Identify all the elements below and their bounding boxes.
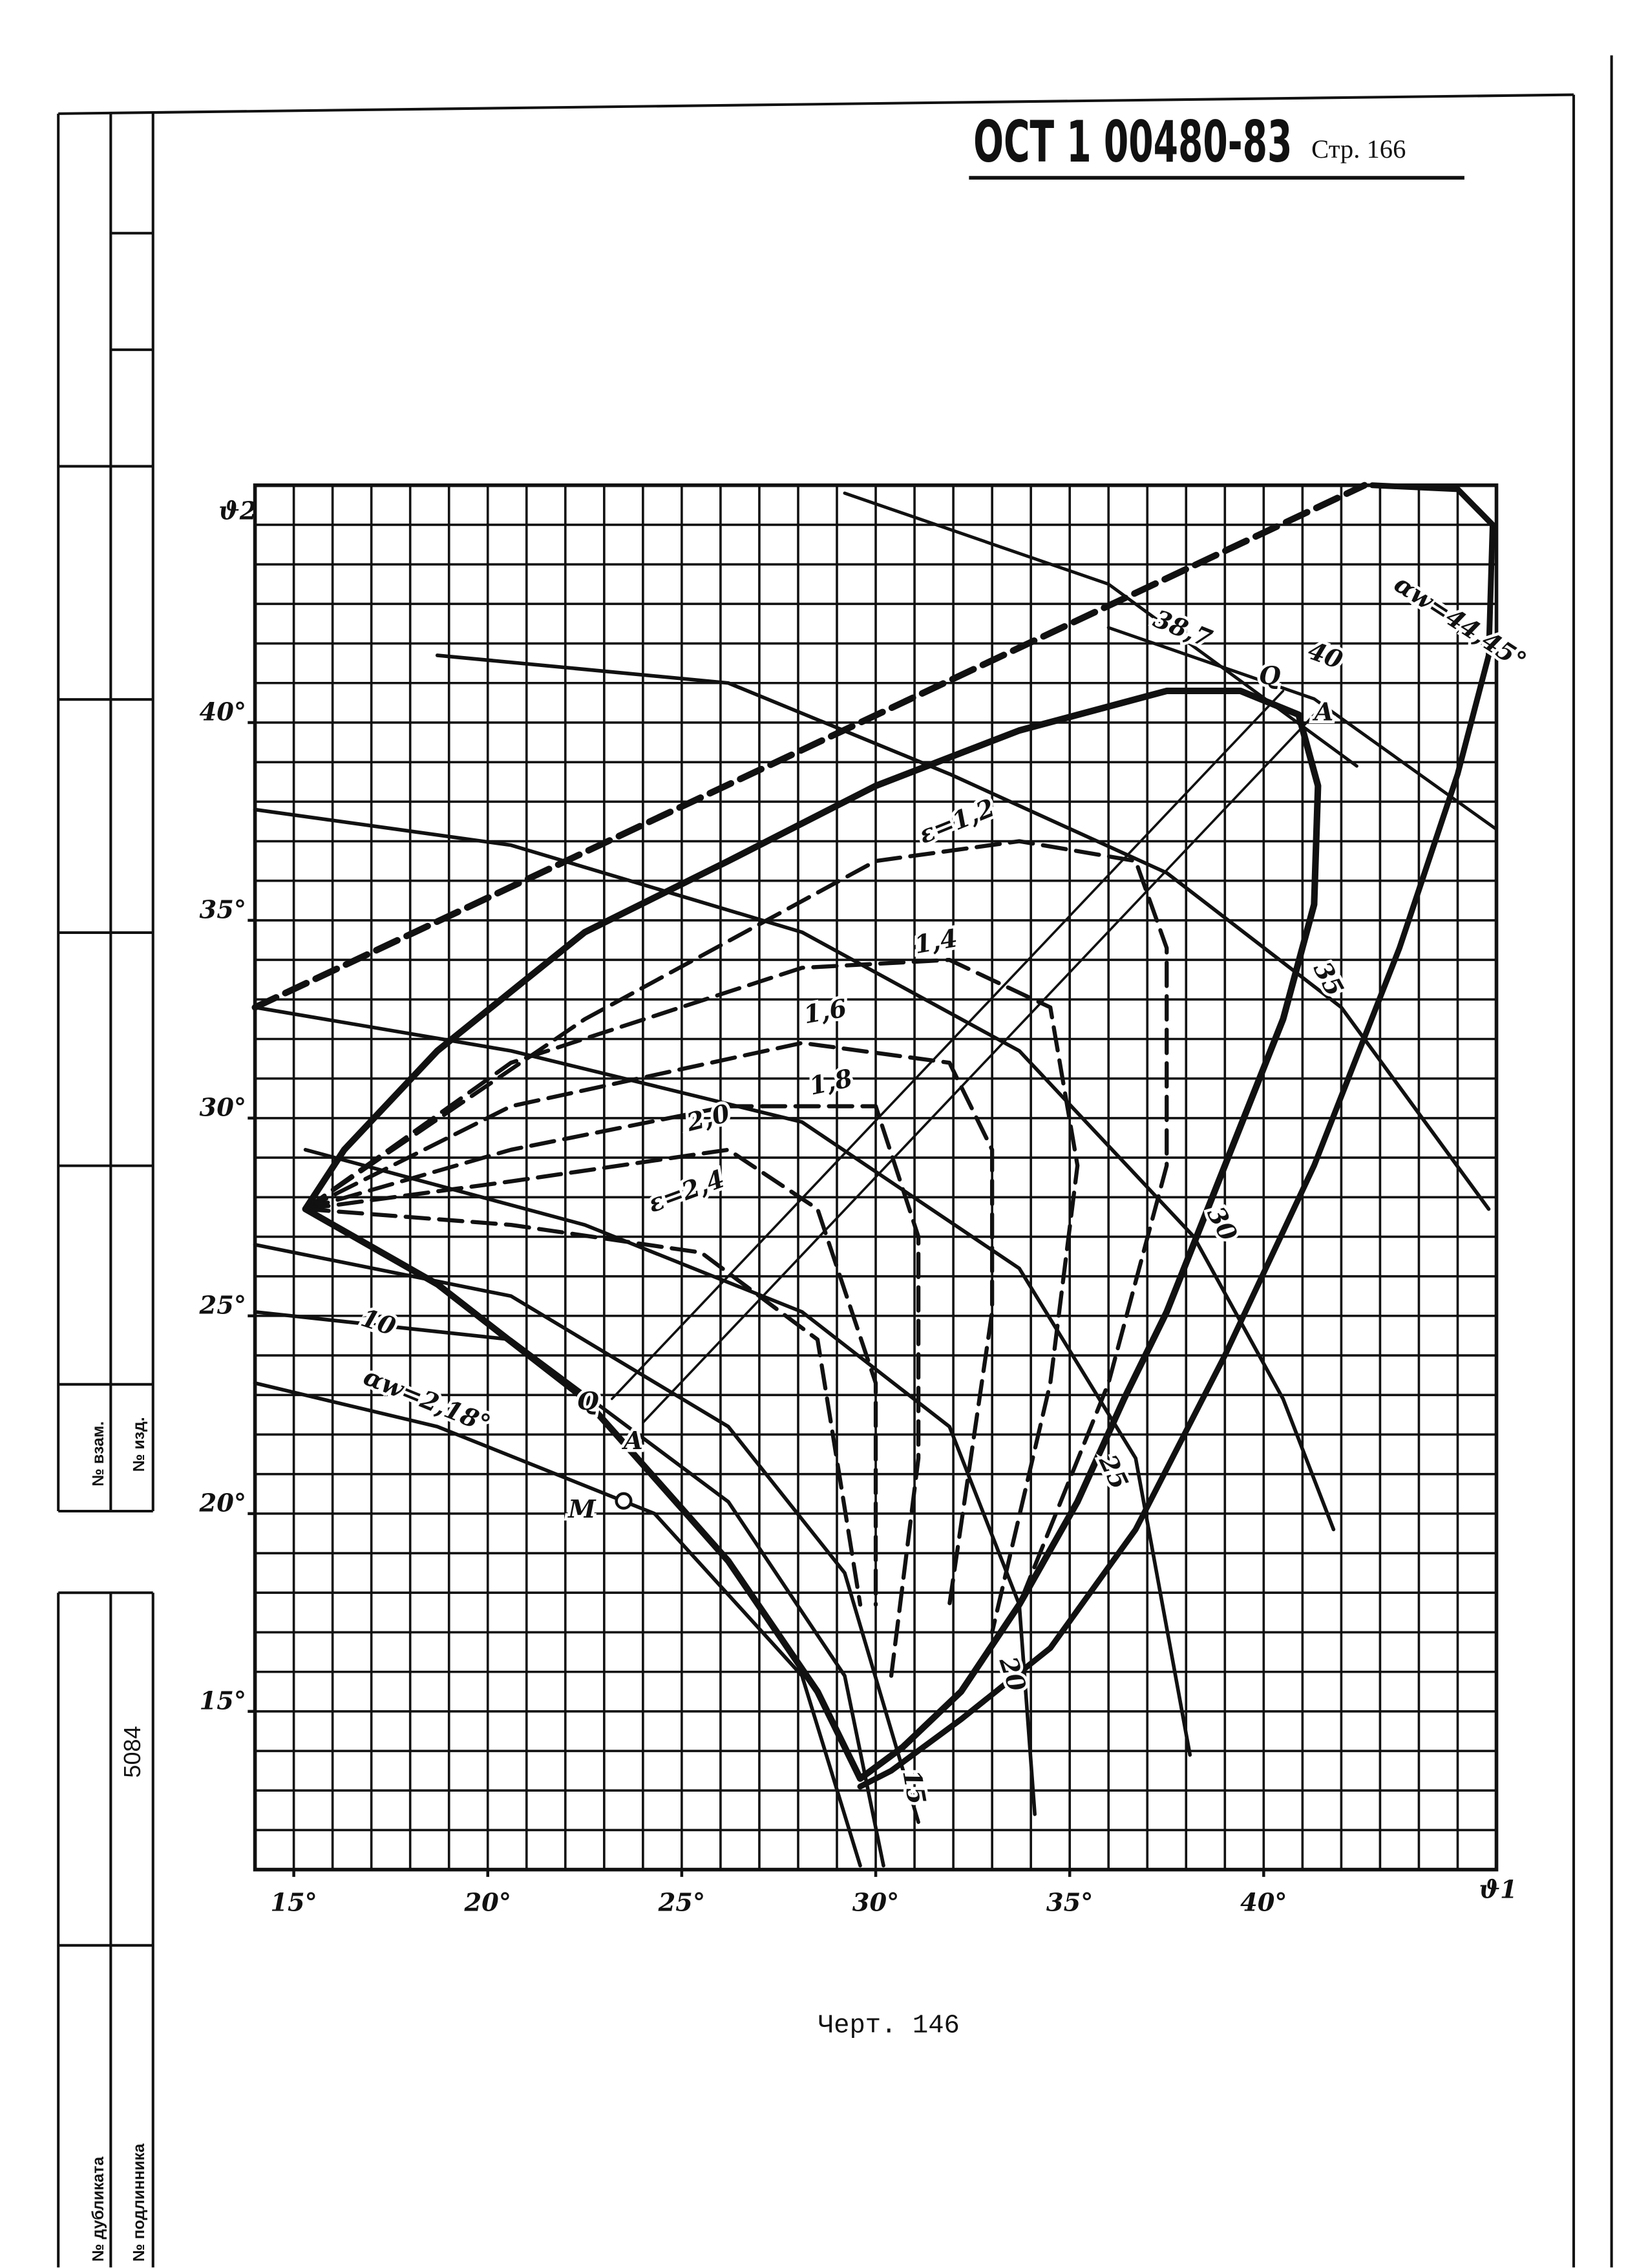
x-tick-label: 20° bbox=[463, 1889, 511, 1918]
curve-label: A bbox=[1313, 698, 1334, 727]
curve bbox=[303, 1147, 878, 1607]
y-axis-label: ϑ2 bbox=[218, 497, 257, 526]
stamp-duplicate: № дубликата bbox=[90, 2157, 107, 2262]
curve bbox=[303, 1041, 995, 1607]
curve-label: A bbox=[622, 1426, 643, 1456]
stamp-replaced: № взам. bbox=[90, 1421, 107, 1487]
curve bbox=[302, 687, 1322, 1782]
curve bbox=[253, 1309, 885, 1868]
x-tick-label: 15° bbox=[270, 1889, 317, 1918]
curve bbox=[253, 807, 1336, 1532]
curve-label: 15 bbox=[896, 1768, 931, 1807]
stamp-original: № подлинника bbox=[131, 2143, 148, 2262]
curve bbox=[251, 482, 1368, 1011]
stamp-number: 5084 bbox=[119, 1726, 145, 1777]
y-tick-label: 20° bbox=[199, 1489, 246, 1518]
curve bbox=[857, 482, 1496, 1790]
x-tick-label: 25° bbox=[658, 1889, 705, 1918]
y-tick-label: 40° bbox=[200, 697, 246, 726]
figure-caption: Черт. 146 bbox=[818, 2011, 960, 2041]
x-tick-label: 30° bbox=[852, 1889, 899, 1918]
curve bbox=[611, 690, 1285, 1401]
y-tick-label: 25° bbox=[199, 1291, 246, 1320]
curve bbox=[253, 1242, 920, 1824]
curve-label: Q bbox=[1259, 661, 1280, 690]
curve bbox=[253, 1381, 862, 1868]
curve-label: Q bbox=[577, 1387, 598, 1416]
curve bbox=[303, 1104, 921, 1678]
stamp-issued: № изд. bbox=[131, 1417, 148, 1472]
y-tick-label: 30° bbox=[200, 1093, 246, 1122]
curve bbox=[1106, 626, 1498, 831]
y-tick-label: 35° bbox=[200, 895, 246, 924]
curve bbox=[253, 1005, 1192, 1757]
x-tick-label: 40° bbox=[1240, 1889, 1287, 1918]
curve bbox=[435, 653, 1491, 1211]
curve bbox=[303, 1148, 1037, 1816]
curve bbox=[843, 491, 1358, 768]
curve bbox=[303, 839, 1169, 1607]
page-number: Стр. 166 bbox=[1311, 134, 1406, 164]
curve bbox=[303, 957, 1080, 1635]
point-marker bbox=[615, 1492, 633, 1510]
y-tick-label: 15° bbox=[200, 1686, 246, 1715]
x-axis-label: ϑ1 bbox=[1479, 1875, 1517, 1904]
curve-label: M bbox=[567, 1495, 597, 1524]
frame bbox=[57, 55, 1613, 2268]
curve bbox=[303, 1207, 863, 1607]
x-tick-label: 35° bbox=[1046, 1889, 1093, 1918]
standard-code: ОСТ 1 00480-83 bbox=[973, 109, 1292, 175]
curve bbox=[642, 713, 1316, 1424]
